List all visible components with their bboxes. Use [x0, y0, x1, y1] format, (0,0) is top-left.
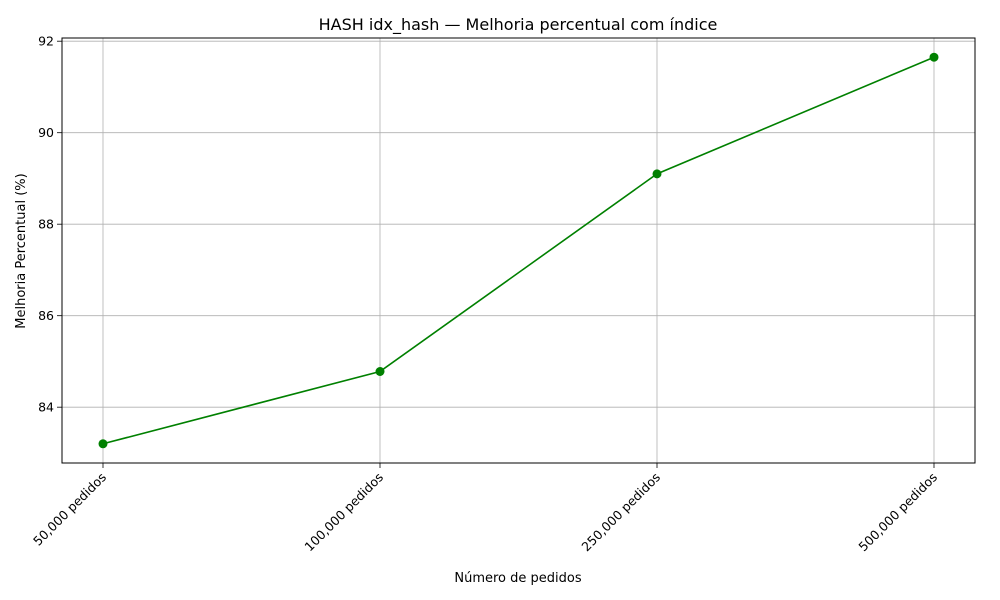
y-tick-label: 92 [38, 34, 54, 49]
x-axis-label: Número de pedidos [454, 571, 581, 586]
chart-title: HASH idx_hash — Melhoria percentual com … [319, 15, 718, 35]
series-line [102, 56, 935, 445]
y-tick-label: 84 [38, 400, 54, 415]
data-point [375, 367, 385, 377]
y-tick-label: 88 [38, 217, 54, 232]
y-tick-label: 86 [38, 308, 54, 323]
data-point [929, 52, 939, 62]
y-tick-label: 90 [38, 125, 54, 140]
grid [62, 38, 975, 463]
series-layer [98, 52, 939, 449]
data-point [652, 169, 662, 179]
data-point [98, 439, 108, 449]
y-axis-label: Melhoria Percentual (%) [14, 173, 29, 328]
plot-frame [61, 37, 976, 464]
